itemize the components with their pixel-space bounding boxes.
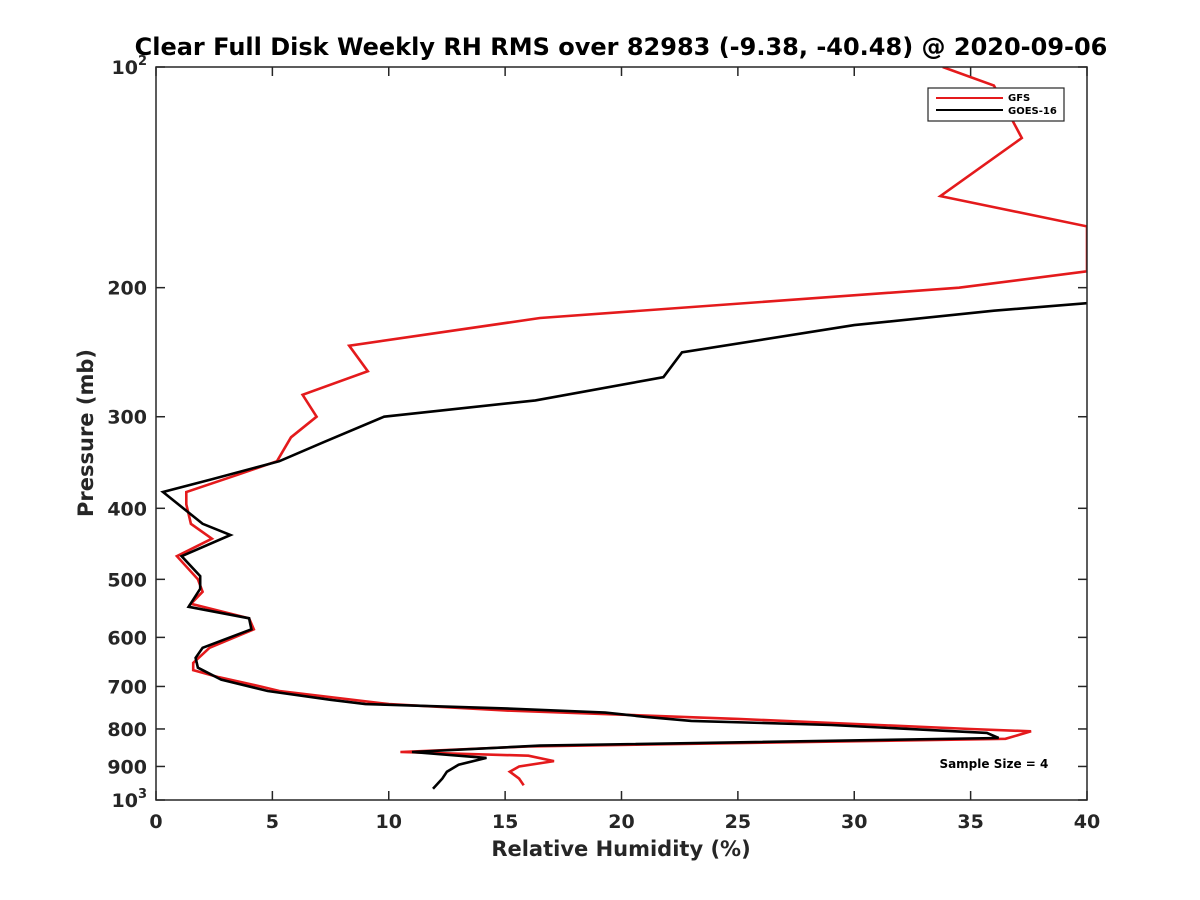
x-axis-label: Relative Humidity (%)	[491, 837, 750, 861]
y-axis: 102 200 300 400 500 600 700 800 900 103	[107, 54, 1087, 812]
sample-size-annotation: Sample Size = 4	[939, 757, 1048, 771]
series-line-goes-16	[160, 301, 1087, 790]
x-tick-label: 20	[608, 811, 634, 833]
series-layer	[160, 67, 1087, 790]
x-tick-label: 10	[376, 811, 402, 833]
y-tick-label: 700	[107, 676, 147, 698]
y-tick-label: 102	[112, 54, 148, 79]
x-axis: 0 5 10 15 20 25 30 35 40	[149, 67, 1100, 833]
y-tick-label: 103	[112, 787, 148, 812]
series-line-gfs	[174, 67, 1087, 787]
x-tick-label: 25	[725, 811, 751, 833]
y-tick-label: 600	[107, 627, 147, 649]
x-tick-label: 30	[841, 811, 867, 833]
x-tick-label: 40	[1074, 811, 1100, 833]
y-tick-label: 200	[107, 278, 147, 300]
legend-box	[927, 87, 1065, 122]
y-tick-label: 800	[107, 719, 147, 741]
y-tick-label: 300	[107, 407, 147, 429]
y-tick-label: 400	[107, 498, 147, 520]
x-tick-label: 0	[149, 811, 162, 833]
legend-label-gfs: GFS	[1008, 93, 1030, 104]
x-tick-label: 15	[492, 811, 518, 833]
y-tick-label: 500	[107, 569, 147, 591]
legend: GFS GOES-16	[927, 87, 1065, 122]
legend-label-goes-16: GOES-16	[1008, 106, 1057, 117]
y-axis-label: Pressure (mb)	[74, 349, 98, 517]
x-tick-label: 35	[957, 811, 983, 833]
x-tick-label: 5	[266, 811, 279, 833]
chart-title: Clear Full Disk Weekly RH RMS over 82983…	[135, 33, 1108, 61]
y-tick-label: 900	[107, 756, 147, 778]
